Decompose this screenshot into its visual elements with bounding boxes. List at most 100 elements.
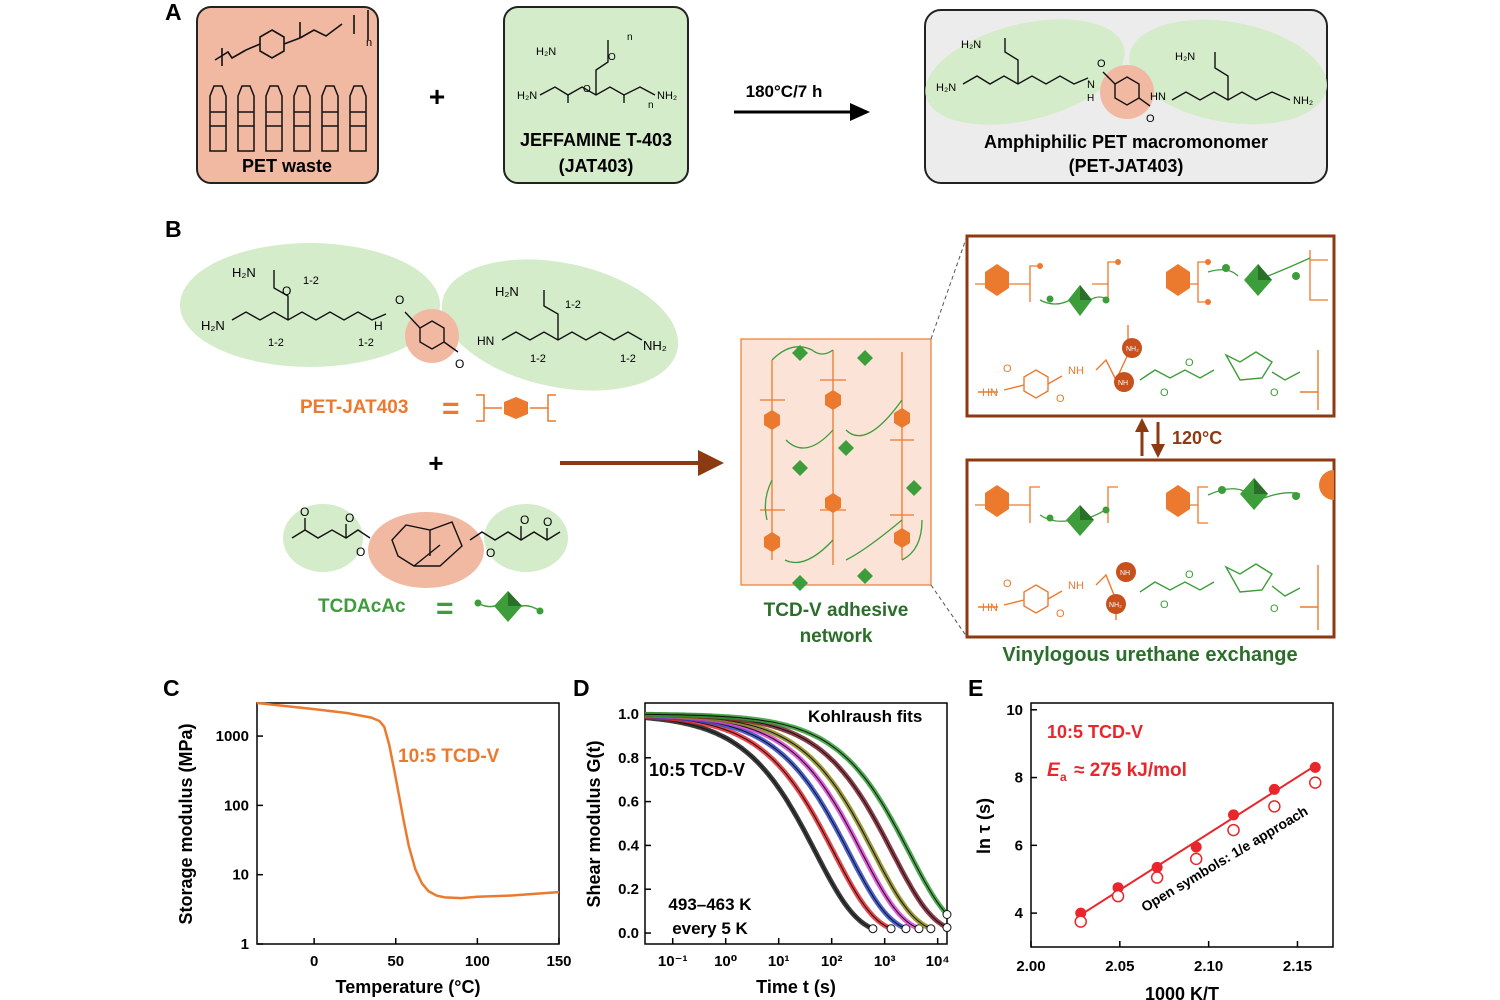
- chart-d-y-tick-label: 0.6: [618, 794, 639, 811]
- exchange-label: Vinylogous urethane exchange: [1002, 644, 1297, 666]
- top-o-3: O: [1160, 387, 1169, 399]
- chart-e-point-filled: [1228, 809, 1240, 821]
- chart-d-fit-0: [644, 717, 874, 930]
- chart-e-point-open: [1074, 915, 1087, 928]
- bottom-o-2: O: [1056, 608, 1065, 620]
- chart-d-y-tick-label: 0.4: [618, 837, 640, 854]
- temperature-label: 120°C: [1172, 428, 1222, 448]
- chart-e-frame: [1030, 702, 1334, 948]
- chart-d-y-tick-label: 0.8: [618, 750, 639, 767]
- product-o-1: O: [1097, 58, 1106, 70]
- product-abbr: (PET-JAT403): [1069, 156, 1184, 176]
- b-hn-left: H: [374, 319, 383, 333]
- chart-e-point-filled: [1112, 882, 1124, 894]
- panel-letter-d: D: [573, 675, 590, 701]
- top-o-4: O: [1185, 357, 1194, 369]
- chart-c-y-tick-label: 1000: [216, 728, 249, 745]
- tcd-o-1: O: [300, 505, 309, 519]
- chart-c-x-tick-label: 50: [387, 953, 404, 970]
- chart-c-x-axis: 0 50 100 150: [310, 938, 572, 970]
- product-n-1: N: [1087, 79, 1095, 91]
- tcdacac-label: TCDAcAc: [318, 596, 406, 617]
- plus-sign-b: +: [428, 448, 443, 478]
- jeffamine-o2: O: [608, 52, 616, 63]
- b-reaction-arrow: [560, 450, 724, 476]
- chart-d-end-marker: [901, 924, 911, 934]
- chart-c-y-tick-label: 1: [241, 936, 249, 953]
- chart-d-title-annotation: Kohlraush fits: [808, 707, 922, 726]
- chart-c-x-tick-label: 150: [546, 953, 571, 970]
- chart-e-points: [1074, 761, 1322, 928]
- chart-e-ea-value: ≈ 275 kJ/mol: [1074, 760, 1187, 781]
- chart-e-point-filled: [1151, 861, 1163, 873]
- panel-letter-a: A: [165, 0, 182, 25]
- chart-e-open-note: Open symbols: 1/e approach: [1138, 803, 1310, 915]
- product-name: Amphiphilic PET macromonomer: [984, 132, 1268, 152]
- jeffamine-n1: n: [627, 32, 633, 43]
- b-repeat-3: 1-2: [358, 337, 374, 349]
- tcd-o-4: O: [486, 546, 495, 560]
- chart-e-point-open: [1150, 871, 1164, 884]
- chart-d-sample-annotation: 10:5 TCD-V: [649, 760, 745, 780]
- chart-d-end-marker: [886, 924, 896, 934]
- b-h2n-right: H₂N: [495, 284, 519, 299]
- product-nh2: NH₂: [1293, 95, 1313, 107]
- chart-d-range-annotation-1: 493–463 K: [668, 895, 752, 914]
- chart-e-point-filled: [1309, 761, 1321, 773]
- chart-d-x-axis: 10⁻¹ 10⁰ 10¹ 10² 10³ 10⁴: [658, 938, 950, 970]
- pet-waste-label: PET waste: [242, 156, 332, 176]
- product-structure: [962, 38, 1291, 107]
- b-hn: HN: [477, 334, 494, 348]
- pet-structure: [214, 10, 369, 66]
- chart-e-y-axis: 4 6 8 10: [1006, 702, 1037, 922]
- chart-e-sample: 10:5 TCD-V: [1047, 722, 1143, 742]
- chart-e-point-filled: [1268, 783, 1280, 795]
- chart-d-frame: [644, 702, 948, 945]
- chart-d-end-marker: [868, 924, 878, 934]
- zoom-line-bottom: [930, 584, 968, 638]
- panel-d: D 10⁻¹ 10⁰ 10¹ 10² 10³ 10⁴ 0.0 0.2 0.4 0.6 0.8 1.0…: [573, 675, 952, 997]
- chart-c-xlabel: Temperature (°C): [336, 977, 481, 997]
- chart-e-x-tick-label: 2.00: [1016, 958, 1045, 975]
- chart-e-ylabel: ln τ (s): [974, 798, 994, 854]
- product-box: H₂N H₂N O N H HN O H₂N NH₂ Amphiphilic P…: [924, 9, 1328, 184]
- chart-d-x-tick-label: 10³: [874, 953, 896, 970]
- top-nh2-bubble: NH₂: [1126, 346, 1139, 353]
- product-h-1: H: [1087, 93, 1094, 104]
- tcd-o-2: O: [345, 511, 354, 525]
- chart-d-end-marker: [942, 923, 952, 933]
- chart-d-x-tick-label: 10⁻¹: [658, 953, 688, 970]
- chart-c-y-tick-label: 10: [232, 867, 249, 884]
- chart-e-point-filled: [1190, 841, 1202, 853]
- pet-jat403-structure: H₂N H₂N O 1-2 1-2 1-2 O H O HN H₂N 1-2 1…: [180, 243, 679, 391]
- chart-d-series-group: [644, 711, 952, 934]
- exchange-box-bottom: NH NH₂ HN NH O O O O O: [965, 458, 1336, 639]
- chart-e-y-tick-label: 8: [1015, 770, 1023, 787]
- chart-c-frame: [256, 702, 560, 945]
- chart-c-ylabel: Storage modulus (MPa): [176, 723, 196, 924]
- tcd-o-3: O: [356, 545, 365, 559]
- tcdacac-structure: O O O O O O: [283, 504, 568, 588]
- bottom-nh2-bubble: NH₂: [1109, 602, 1122, 609]
- tcd-o-5: O: [520, 513, 529, 527]
- chart-d-x-tick-label: 10⁴: [926, 953, 950, 970]
- chart-c-annotation: 10:5 TCD-V: [398, 746, 500, 767]
- chart-d-range-annotation-2: every 5 K: [672, 919, 748, 938]
- top-nh-mid: NH: [1068, 365, 1084, 377]
- chart-e-ea-sub: a: [1060, 770, 1067, 784]
- product-o-2: O: [1146, 113, 1155, 125]
- chart-c-x-tick-label: 0: [310, 953, 318, 970]
- chart-e-ea-annotation: E a ≈ 275 kJ/mol: [1047, 760, 1187, 784]
- bottom-o-4: O: [1185, 569, 1194, 581]
- jeffamine-h2n-left: H₂N: [517, 90, 537, 102]
- reaction-condition: 180°C/7 h: [746, 82, 823, 101]
- reaction-arrow: 180°C/7 h: [734, 82, 870, 121]
- panel-letter-c: C: [163, 675, 180, 701]
- chart-c-x-tick-label: 100: [465, 953, 490, 970]
- jeffamine-nh2-right: NH₂: [657, 90, 677, 102]
- chart-d-y-tick-label: 0.2: [618, 881, 639, 898]
- top-o-5: O: [1270, 387, 1279, 399]
- top-hn-left: HN: [982, 387, 998, 399]
- chart-e-point-open: [1308, 776, 1322, 789]
